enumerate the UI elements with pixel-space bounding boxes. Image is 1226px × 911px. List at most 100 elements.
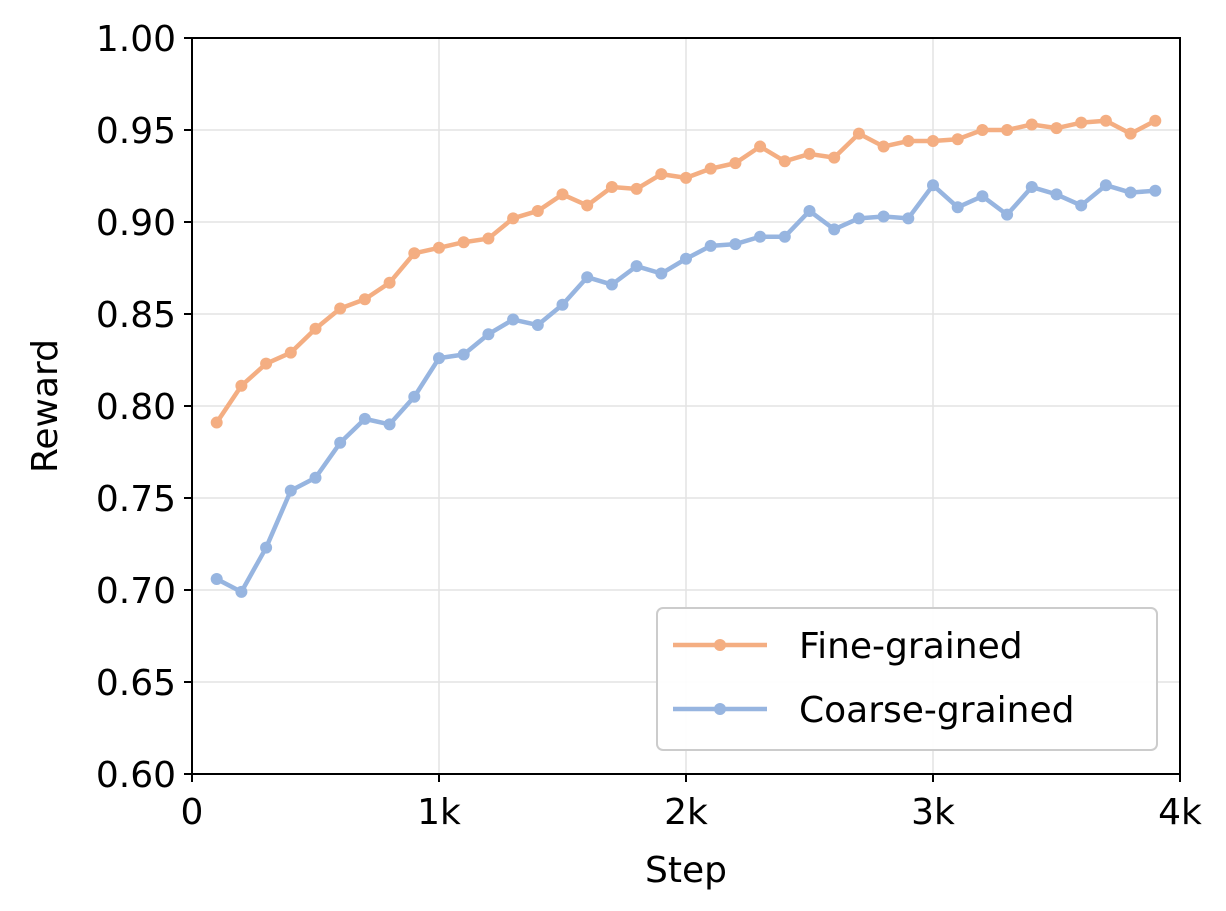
x-tick-label: 4k xyxy=(1158,792,1202,833)
data-point xyxy=(828,151,841,164)
data-point xyxy=(852,212,865,225)
data-point xyxy=(1124,127,1137,140)
y-tick-label: 1.00 xyxy=(96,19,176,60)
data-point xyxy=(704,239,717,252)
legend-marker xyxy=(714,639,726,651)
data-point xyxy=(630,182,643,195)
x-tick-label: 0 xyxy=(181,792,204,833)
data-point xyxy=(778,155,791,168)
data-point xyxy=(1124,186,1137,199)
data-point xyxy=(433,352,445,365)
data-point xyxy=(680,252,692,265)
data-point xyxy=(235,585,248,598)
y-tick-label: 0.70 xyxy=(96,571,176,612)
data-point xyxy=(630,260,643,273)
data-point xyxy=(754,230,767,243)
x-tick-label: 3k xyxy=(911,792,955,833)
data-point xyxy=(482,232,495,245)
series-0 xyxy=(210,114,1162,429)
data-point xyxy=(556,298,569,311)
data-point xyxy=(260,357,273,370)
data-point xyxy=(309,471,322,484)
data-point xyxy=(951,133,964,146)
data-point xyxy=(260,541,273,554)
data-point xyxy=(704,162,717,175)
y-tick-label: 0.80 xyxy=(96,387,176,428)
data-point xyxy=(729,157,742,170)
data-point xyxy=(1075,199,1088,212)
data-point xyxy=(902,212,915,225)
data-point xyxy=(778,230,791,243)
data-point xyxy=(951,201,964,214)
data-point xyxy=(334,436,347,449)
data-point xyxy=(803,147,816,160)
data-point xyxy=(927,135,939,148)
data-point xyxy=(754,140,767,153)
data-point xyxy=(803,204,816,217)
plot-series xyxy=(210,114,1162,598)
data-point xyxy=(507,313,520,326)
data-point xyxy=(1075,116,1088,129)
data-point xyxy=(605,278,618,291)
data-point xyxy=(482,328,495,341)
y-tick-label: 0.60 xyxy=(96,755,176,796)
y-tick-label: 0.65 xyxy=(96,663,176,704)
data-point xyxy=(655,267,668,280)
data-point xyxy=(828,223,841,236)
y-tick-label: 0.75 xyxy=(96,479,176,520)
data-point xyxy=(976,190,989,203)
data-point xyxy=(457,236,470,249)
data-point xyxy=(605,181,618,194)
data-point xyxy=(1099,114,1112,127)
data-point xyxy=(507,212,520,225)
x-axis-title: Step xyxy=(645,850,727,891)
data-point xyxy=(581,199,594,212)
legend-entry: Coarse-grained xyxy=(673,690,1074,731)
y-tick-label: 0.85 xyxy=(96,295,176,336)
y-axis-title: Reward xyxy=(25,339,66,473)
data-point xyxy=(457,348,470,361)
data-point xyxy=(729,238,742,251)
data-point xyxy=(1149,114,1162,127)
data-point xyxy=(655,168,668,181)
data-point xyxy=(284,346,297,359)
data-point xyxy=(358,293,371,306)
data-point xyxy=(852,127,865,140)
data-point xyxy=(1050,188,1063,201)
legend-entry: Fine-grained xyxy=(673,626,1023,667)
data-point xyxy=(433,241,445,254)
data-point xyxy=(1050,122,1063,135)
data-point xyxy=(902,135,915,148)
data-point xyxy=(309,322,322,335)
data-point xyxy=(927,179,939,192)
y-tick-label: 0.95 xyxy=(96,111,176,152)
data-point xyxy=(1099,179,1112,192)
data-point xyxy=(680,171,692,184)
legend-box xyxy=(656,607,1158,751)
legend: Fine-grained Coarse-grained xyxy=(656,607,1158,751)
data-point xyxy=(581,271,594,284)
series-1 xyxy=(210,179,1162,598)
data-point xyxy=(877,140,890,153)
axis-ticks: 0 1k 2k 3k 4k 0.60 0.65 0.70 0.75 0.80 0.85 0.90 0.9… xyxy=(96,19,1202,833)
data-point xyxy=(210,416,223,429)
data-point xyxy=(235,379,248,392)
data-point xyxy=(531,204,544,217)
legend-label: Fine-grained xyxy=(799,626,1023,667)
data-point xyxy=(1025,181,1038,194)
legend-marker xyxy=(714,703,726,715)
data-point xyxy=(383,418,396,431)
data-point xyxy=(408,390,421,403)
x-tick-label: 2k xyxy=(664,792,708,833)
data-point xyxy=(358,412,371,425)
data-point xyxy=(408,247,421,260)
data-point xyxy=(556,188,569,201)
data-point xyxy=(1149,184,1162,197)
data-point xyxy=(210,572,223,585)
data-point xyxy=(1001,124,1014,136)
legend-label: Coarse-grained xyxy=(799,690,1074,731)
data-point xyxy=(976,124,989,136)
data-point xyxy=(1025,118,1038,131)
x-tick-label: 1k xyxy=(417,792,461,833)
